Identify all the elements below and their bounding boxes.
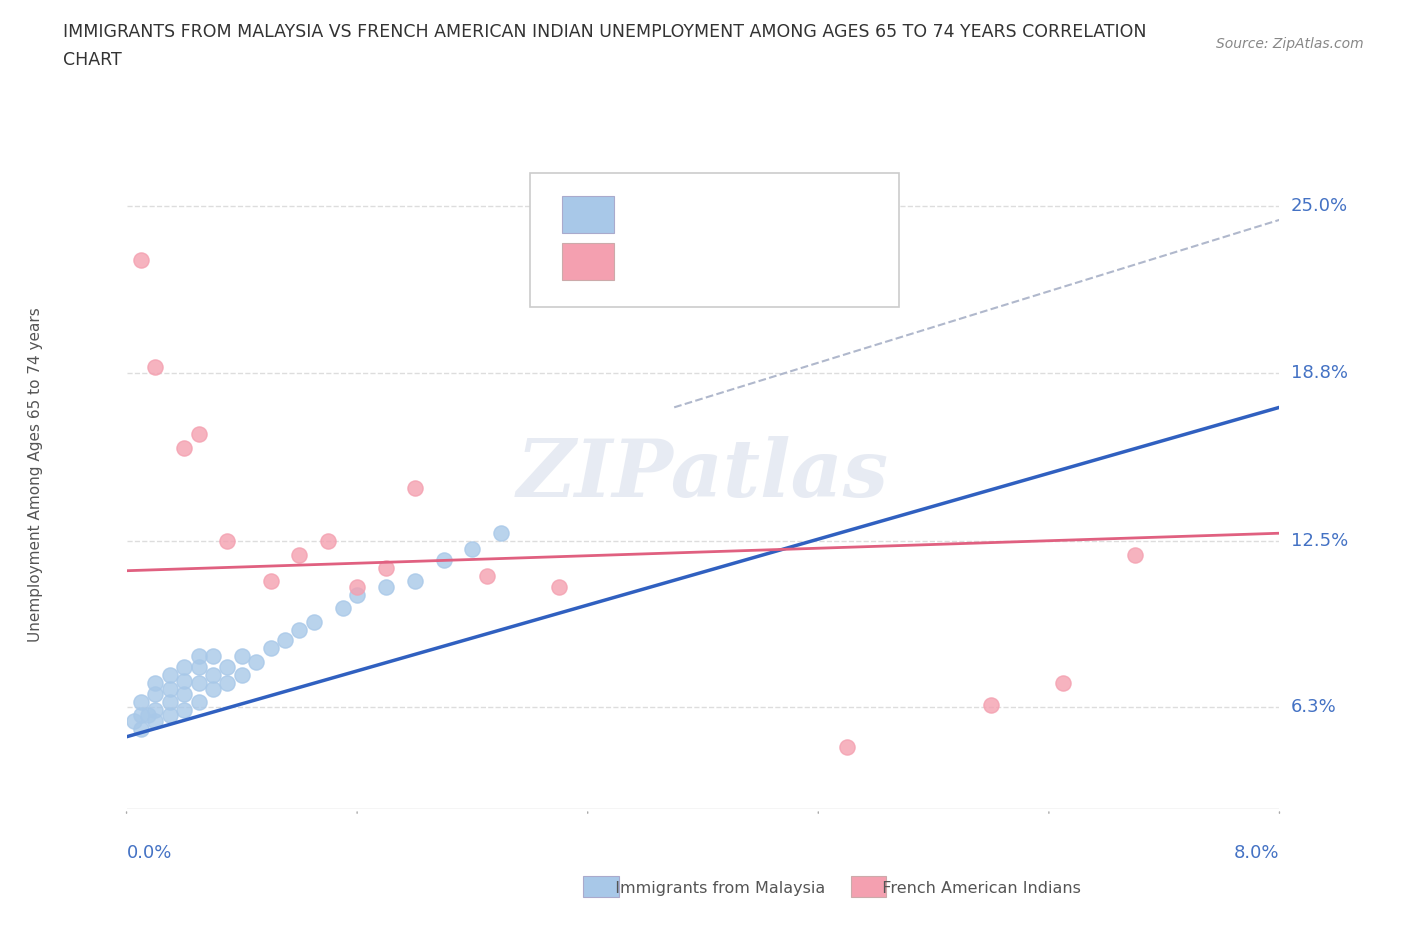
Point [159, 708, 181, 723]
Point [346, 588, 368, 603]
Text: Source: ZipAtlas.com: Source: ZipAtlas.com [1216, 37, 1364, 51]
Point [173, 659, 195, 674]
Text: ZIPatlas: ZIPatlas [517, 435, 889, 513]
Point [231, 668, 253, 683]
Point [145, 360, 166, 375]
Point [245, 655, 267, 670]
Text: 12.5%: 12.5% [1291, 532, 1348, 551]
Point [173, 702, 195, 717]
Point [433, 552, 456, 567]
Text: N = 17: N = 17 [755, 252, 823, 271]
Text: Unemployment Among Ages 65 to 74 years: Unemployment Among Ages 65 to 74 years [28, 307, 42, 642]
Point [145, 713, 166, 728]
Point [129, 708, 152, 723]
Point [231, 649, 253, 664]
Text: N = 40: N = 40 [755, 205, 823, 224]
FancyBboxPatch shape [530, 173, 898, 307]
Point [980, 698, 1002, 712]
Point [173, 686, 195, 701]
Text: IMMIGRANTS FROM MALAYSIA VS FRENCH AMERICAN INDIAN UNEMPLOYMENT AMONG AGES 65 TO: IMMIGRANTS FROM MALAYSIA VS FRENCH AMERI… [63, 23, 1147, 41]
Text: R = 0.099: R = 0.099 [628, 252, 725, 271]
Point [129, 722, 152, 737]
Point [217, 659, 239, 674]
Point [404, 574, 426, 589]
FancyBboxPatch shape [562, 196, 614, 233]
Point [404, 480, 426, 495]
Point [288, 622, 311, 637]
Text: 8.0%: 8.0% [1234, 844, 1279, 862]
Point [475, 568, 498, 583]
Point [259, 574, 281, 589]
Text: 18.8%: 18.8% [1291, 364, 1347, 381]
Point [217, 676, 239, 691]
Text: 6.3%: 6.3% [1291, 698, 1336, 716]
Point [274, 633, 297, 648]
Text: 0.0%: 0.0% [127, 844, 172, 862]
Point [187, 676, 209, 691]
Point [159, 681, 181, 696]
Text: Immigrants from Malaysia: Immigrants from Malaysia [605, 881, 825, 896]
Point [145, 702, 166, 717]
Point [159, 695, 181, 710]
FancyBboxPatch shape [583, 876, 619, 897]
Point [217, 534, 239, 549]
Point [187, 427, 209, 442]
Point [288, 547, 311, 562]
Point [302, 614, 325, 629]
Point [159, 668, 181, 683]
Point [332, 601, 354, 616]
Point [547, 579, 569, 594]
Point [835, 740, 858, 755]
Point [122, 713, 145, 728]
Point [1125, 547, 1147, 562]
Point [374, 579, 396, 594]
Point [1052, 676, 1074, 691]
Point [187, 659, 209, 674]
Point [173, 673, 195, 688]
Point [259, 641, 281, 656]
FancyBboxPatch shape [851, 876, 886, 897]
Point [374, 561, 396, 576]
Point [145, 686, 166, 701]
Point [202, 681, 225, 696]
Point [145, 676, 166, 691]
Point [346, 579, 368, 594]
Text: CHART: CHART [63, 51, 122, 69]
Point [202, 668, 225, 683]
Text: 25.0%: 25.0% [1291, 197, 1348, 216]
FancyBboxPatch shape [562, 244, 614, 280]
Point [187, 695, 209, 710]
Point [461, 542, 484, 557]
Point [187, 649, 209, 664]
Text: R = 0.450: R = 0.450 [628, 205, 725, 224]
Point [129, 695, 152, 710]
Point [316, 534, 339, 549]
Point [129, 253, 152, 268]
Text: French American Indians: French American Indians [872, 881, 1081, 896]
Point [202, 649, 225, 664]
Point [173, 440, 195, 455]
Point [136, 708, 159, 723]
Point [489, 525, 512, 540]
